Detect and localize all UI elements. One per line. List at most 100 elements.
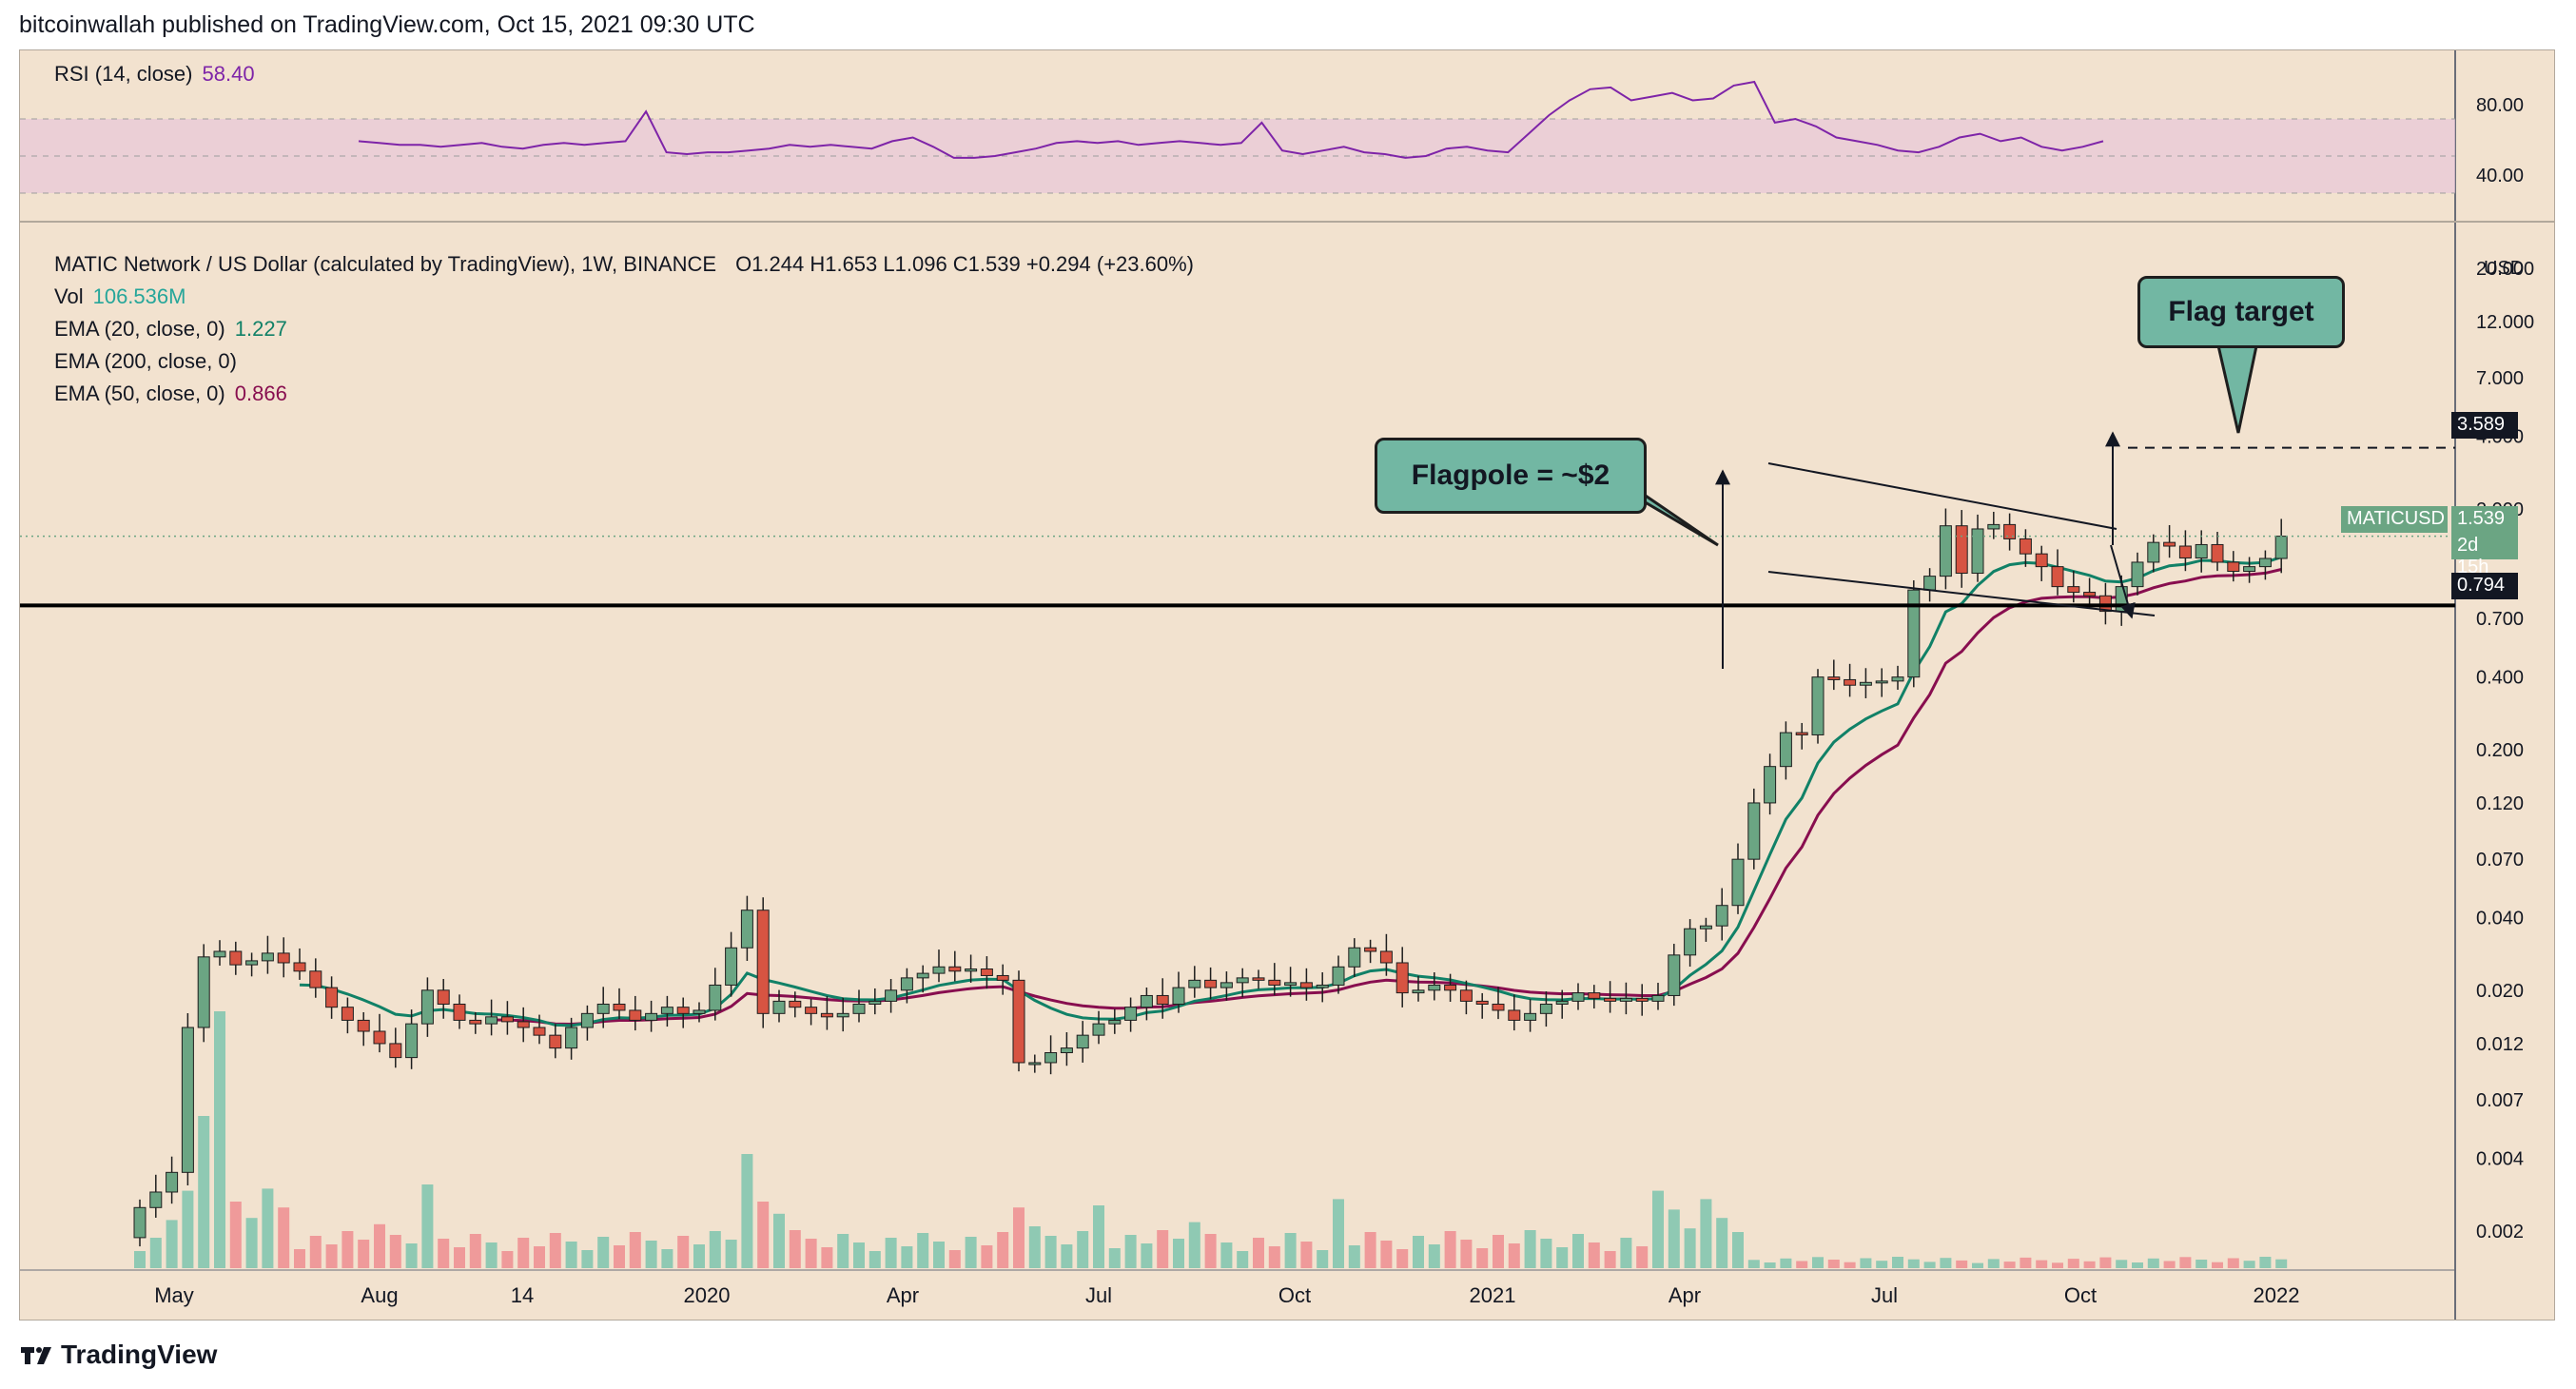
volume-bar [1124,1235,1137,1268]
candle [660,995,673,1027]
candle-body [405,1023,419,1059]
candle-body [1268,979,1281,986]
volume-bar [629,1232,641,1268]
candle-body [1475,1000,1489,1005]
volume-bar [1812,1257,1824,1268]
time-tick-label: Apr [887,1283,919,1307]
time-tick-label: Jul [1871,1283,1898,1307]
candle-body [1012,979,1025,1064]
candle [1939,508,1952,590]
volume-bar [1684,1228,1696,1268]
candle-body [1044,1052,1058,1064]
price-tick-label: 12.000 [2476,312,2534,333]
volume-bar [581,1250,594,1268]
candle [149,1174,163,1218]
candle [2258,550,2272,580]
candle [1364,939,1377,964]
tradingview-logo[interactable]: TradingView [19,1340,217,1370]
volume-bar [901,1246,913,1268]
countdown-tag: 2d 15h [2451,533,2518,577]
symbol-price-tag: MATICUSD [2341,506,2448,533]
candle-body [500,1016,514,1023]
candle [1492,987,1505,1020]
candle [1236,968,1249,998]
candle [1715,888,1728,941]
volume-bar [1876,1261,1888,1268]
candle [709,968,722,1021]
candle-body [2258,558,2272,568]
volume-bar [1396,1249,1409,1268]
ema50-label: EMA (50, close, 0) [54,381,225,405]
candle-body [1252,977,1265,981]
volume-bar [1237,1251,1249,1268]
candle-body [1811,676,1825,735]
candle [1316,972,1329,1003]
chart-canvas[interactable]: 80.0040.0020.00012.0007.0004.0002.0000.7… [20,50,2555,1321]
candle [1508,994,1521,1031]
candle-body [1747,802,1761,860]
candle [341,997,354,1034]
price-tick-label: 0.007 [2476,1090,2524,1111]
candle-body [1891,676,1904,682]
candle [596,987,610,1028]
volume-bar [1284,1233,1297,1268]
candle [2178,530,2192,572]
candle-body [2243,566,2256,573]
volume-bar [1972,1262,1983,1268]
candle-body [1923,576,1937,591]
candle-body [1684,928,1697,956]
time-tick-label: Oct [1278,1283,1311,1307]
candle [1731,843,1745,914]
volume-bar [1860,1258,1872,1268]
time-tick-label: Oct [2064,1283,2097,1307]
candle [1252,969,1265,989]
candle-body [1827,676,1841,680]
chart-panel[interactable]: 80.0040.0020.00012.0007.0004.0002.0000.7… [19,49,2555,1321]
volume-bar [1364,1232,1376,1268]
candle [916,965,929,993]
rsi-tick-label: 40.00 [2476,166,2524,186]
candle-body [740,910,753,949]
candle [1555,989,1569,1019]
flagpole-callout-pointer [1636,488,1719,547]
candle [852,989,866,1023]
candle-body [1028,1062,1042,1066]
candle [2163,524,2176,558]
volume-bar [485,1242,498,1268]
candle-body [1668,954,1681,996]
volume-bar [166,1220,178,1268]
candle [756,897,770,1028]
candle [533,1014,546,1045]
candle-body [1236,977,1249,984]
candle [1684,919,1697,968]
footer-brand: TradingView [61,1340,218,1369]
volume-bar [438,1239,450,1268]
candle [2195,530,2208,573]
candle [1332,955,1345,994]
volume-bar [1317,1250,1329,1268]
candle-body [1092,1023,1105,1036]
candle-body [1779,732,1792,768]
candle [1012,970,1025,1072]
volume-bar [469,1234,481,1268]
candle-body [2178,545,2192,558]
candle-body [2035,553,2048,568]
ema50-line [491,568,2282,1027]
candle-body [1332,966,1345,986]
candle-body [1524,1012,1537,1021]
price-tick-label: 0.002 [2476,1222,2524,1242]
candle [1795,722,1808,750]
price-tick-label: 20.000 [2476,259,2534,280]
candle [2243,557,2256,583]
candle [1891,665,1904,691]
volume-bar [358,1240,370,1268]
volume-bar [2020,1257,2032,1268]
volume-bar [534,1246,545,1268]
candle [645,1000,658,1032]
candle-body [357,1019,370,1032]
candle [1875,668,1888,697]
candle [1588,985,1601,1009]
volume-bar [1652,1190,1664,1268]
candle [1764,753,1777,815]
candle [1172,971,1185,1013]
